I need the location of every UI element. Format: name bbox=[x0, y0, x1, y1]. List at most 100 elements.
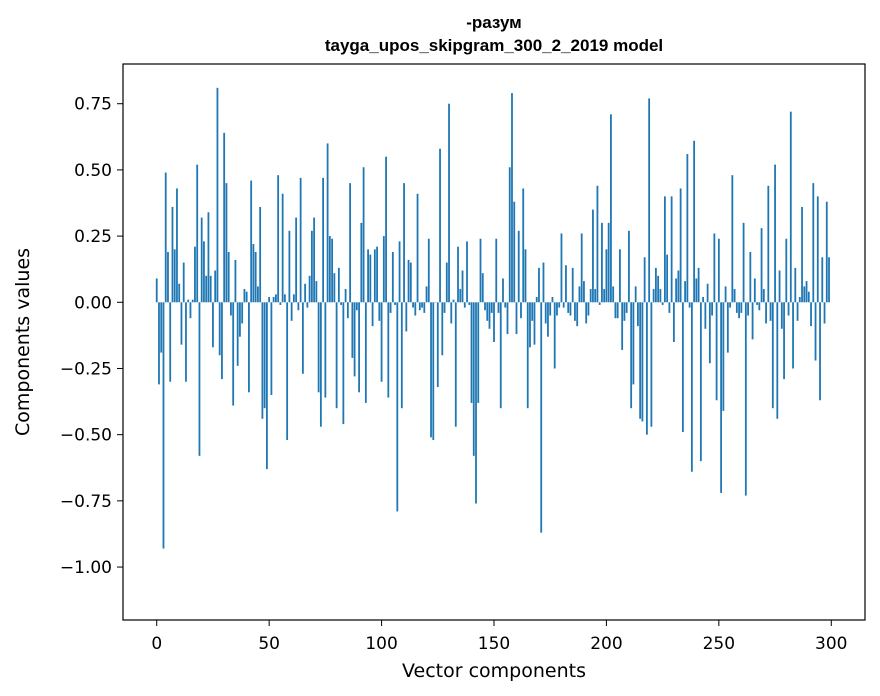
bar-29 bbox=[221, 302, 223, 380]
bar-105 bbox=[391, 251, 394, 303]
bar-136 bbox=[461, 270, 464, 303]
bar-165 bbox=[526, 302, 529, 409]
bar-298 bbox=[825, 201, 828, 303]
bar-109 bbox=[400, 302, 403, 409]
bar-207 bbox=[621, 302, 624, 350]
bar-246 bbox=[708, 302, 711, 364]
bar-104 bbox=[389, 302, 392, 313]
bar-203 bbox=[612, 286, 615, 303]
bar-2 bbox=[160, 302, 163, 353]
bar-150 bbox=[493, 302, 495, 342]
bar-284 bbox=[794, 267, 797, 303]
bar-83 bbox=[342, 302, 345, 425]
bar-276 bbox=[776, 302, 779, 419]
bar-25 bbox=[212, 302, 214, 348]
bar-162 bbox=[520, 302, 522, 319]
bar-87 bbox=[351, 302, 354, 358]
bar-26 bbox=[214, 270, 217, 303]
bar-117 bbox=[418, 302, 421, 311]
bar-24 bbox=[209, 275, 212, 303]
bar-58 bbox=[286, 302, 289, 440]
bar-93 bbox=[364, 302, 367, 403]
bar-148 bbox=[488, 302, 491, 329]
bar-68 bbox=[308, 275, 311, 303]
bar-101 bbox=[382, 236, 385, 303]
bar-16 bbox=[191, 299, 194, 303]
bar-50 bbox=[268, 296, 271, 303]
bar-201 bbox=[607, 222, 610, 303]
y-tick-label: −0.25 bbox=[60, 359, 112, 379]
bar-1 bbox=[158, 302, 160, 385]
bar-250 bbox=[717, 238, 720, 303]
bar-133 bbox=[454, 302, 457, 427]
bar-89 bbox=[355, 302, 358, 311]
bar-155 bbox=[504, 302, 507, 308]
bar-45 bbox=[257, 286, 259, 303]
bar-19 bbox=[198, 302, 201, 456]
bar-177 bbox=[553, 302, 556, 369]
bar-34 bbox=[232, 302, 235, 406]
bar-192 bbox=[587, 302, 590, 316]
bar-222 bbox=[654, 267, 657, 303]
bar-223 bbox=[657, 275, 660, 303]
bar-233 bbox=[679, 188, 682, 303]
bar-171 bbox=[540, 302, 543, 533]
bar-43 bbox=[252, 244, 255, 303]
bar-188 bbox=[578, 286, 581, 303]
bar-90 bbox=[358, 302, 360, 393]
bar-215 bbox=[639, 302, 642, 419]
bar-193 bbox=[589, 289, 592, 303]
bar-249 bbox=[715, 302, 718, 401]
bar-163 bbox=[522, 188, 525, 303]
bar-293 bbox=[814, 302, 817, 361]
x-tick-label: 250 bbox=[703, 634, 735, 654]
bar-114 bbox=[412, 302, 414, 308]
bar-159 bbox=[513, 201, 516, 303]
bar-230 bbox=[672, 302, 675, 342]
bar-277 bbox=[778, 270, 781, 303]
bar-260 bbox=[740, 302, 743, 313]
bar-21 bbox=[203, 241, 205, 303]
bar-65 bbox=[301, 302, 304, 374]
bar-91 bbox=[360, 222, 363, 303]
bar-235 bbox=[684, 281, 687, 303]
bar-6 bbox=[169, 302, 172, 382]
bar-126 bbox=[439, 148, 441, 303]
bar-218 bbox=[646, 302, 648, 435]
bar-205 bbox=[616, 302, 619, 319]
bar-182 bbox=[565, 265, 567, 303]
bar-132 bbox=[452, 299, 455, 303]
bar-118 bbox=[421, 302, 423, 308]
bar-123 bbox=[432, 302, 435, 440]
bar-146 bbox=[484, 302, 486, 311]
bar-134 bbox=[457, 246, 459, 303]
x-tick-label: 200 bbox=[590, 634, 622, 654]
bar-194 bbox=[592, 209, 594, 303]
bar-161 bbox=[517, 230, 520, 303]
bar-174 bbox=[547, 302, 549, 337]
bar-183 bbox=[567, 302, 570, 313]
bar-127 bbox=[441, 302, 444, 356]
bar-113 bbox=[409, 262, 412, 303]
bar-225 bbox=[661, 302, 664, 305]
bar-22 bbox=[205, 275, 208, 303]
bar-96 bbox=[371, 302, 374, 327]
bar-258 bbox=[735, 302, 738, 313]
bar-169 bbox=[535, 296, 538, 303]
bar-0 bbox=[155, 278, 158, 303]
x-axis-label: Vector components bbox=[402, 660, 586, 682]
bar-267 bbox=[756, 302, 758, 305]
bar-60 bbox=[290, 302, 293, 321]
bar-248 bbox=[713, 233, 716, 303]
bar-266 bbox=[753, 278, 756, 303]
bar-119 bbox=[423, 302, 426, 313]
bar-224 bbox=[659, 289, 662, 303]
bar-243 bbox=[702, 296, 705, 303]
bar-178 bbox=[556, 302, 558, 316]
bar-31 bbox=[225, 183, 228, 303]
bar-200 bbox=[605, 249, 608, 303]
bar-251 bbox=[720, 302, 722, 493]
bar-170 bbox=[538, 267, 540, 303]
bar-151 bbox=[495, 238, 498, 303]
bar-199 bbox=[603, 289, 606, 303]
